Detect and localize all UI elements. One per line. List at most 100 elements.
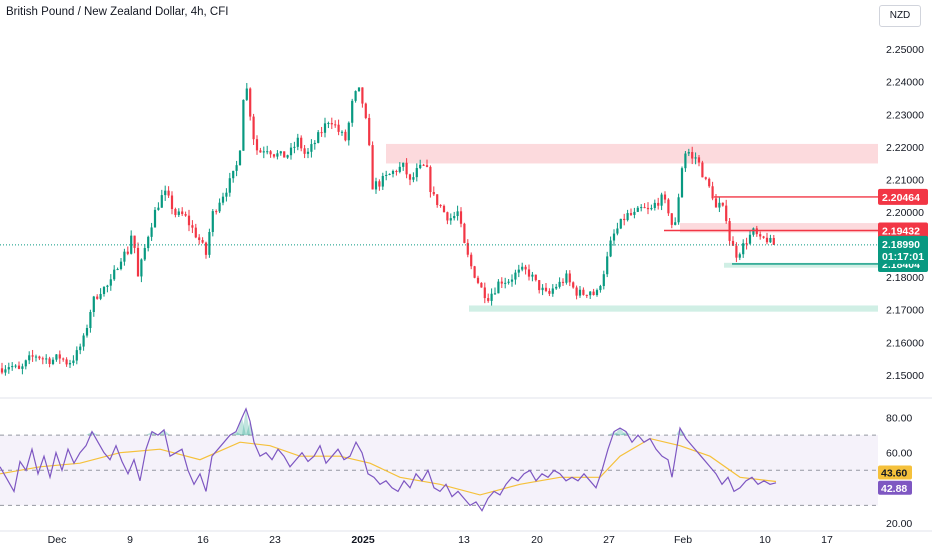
candle-up xyxy=(109,279,112,286)
candle-up xyxy=(619,218,622,229)
time-axis-tick: 9 xyxy=(127,534,133,546)
candle-up xyxy=(157,207,160,210)
candle-up xyxy=(677,197,680,223)
candle-down xyxy=(378,181,381,187)
candle-up xyxy=(602,274,605,287)
candle-down xyxy=(483,287,486,299)
candle-down xyxy=(167,190,170,196)
candle-down xyxy=(62,358,65,360)
candle-down xyxy=(259,150,262,153)
candle-up xyxy=(232,170,235,179)
candle-up xyxy=(599,286,602,291)
candle-down xyxy=(643,207,646,209)
candle-down xyxy=(395,170,398,172)
candle-down xyxy=(772,237,775,245)
candle-down xyxy=(575,287,578,296)
candle-up xyxy=(72,360,75,364)
candle-up xyxy=(684,153,687,169)
candle-down xyxy=(126,251,129,254)
price-axis-tick: 2.25000 xyxy=(886,44,924,56)
candle-down xyxy=(344,131,347,141)
last-price-tag xyxy=(878,235,928,264)
last-price-label: 2.18990 xyxy=(882,239,920,251)
time-axis-tick: 20 xyxy=(531,534,543,546)
time-axis-tick: 10 xyxy=(759,534,771,546)
price-axis-tick: 2.23000 xyxy=(886,109,924,121)
time-axis-tick: 13 xyxy=(458,534,470,546)
candle-down xyxy=(31,355,34,357)
candle-up xyxy=(102,286,106,294)
price-axis-tick: 2.24000 xyxy=(886,77,924,89)
candle-up xyxy=(289,147,293,156)
candle-up xyxy=(218,202,221,212)
candle-down xyxy=(330,123,333,125)
currency-button[interactable]: NZD xyxy=(879,5,921,27)
candle-up xyxy=(11,366,14,368)
candle-up xyxy=(45,358,48,360)
candle-up xyxy=(521,266,524,270)
rsi-overbought-fill xyxy=(236,417,246,436)
candle-down xyxy=(364,103,367,118)
candle-down xyxy=(48,358,51,365)
candle-up xyxy=(402,162,405,167)
candle-up xyxy=(92,296,95,313)
candle-up xyxy=(412,177,415,180)
candle-up xyxy=(143,248,146,260)
candle-up xyxy=(687,152,690,154)
candle-up xyxy=(507,281,510,283)
candle-down xyxy=(548,290,551,294)
support-zone xyxy=(724,262,878,268)
candle-up xyxy=(245,88,248,100)
rsi-overbought-fill xyxy=(620,431,632,436)
price-tag-label: 2.19432 xyxy=(882,225,920,237)
candle-up xyxy=(323,123,327,133)
candle-down xyxy=(337,124,340,132)
candle-up xyxy=(453,216,456,219)
candle-down xyxy=(708,178,711,187)
rsi-ma-line xyxy=(0,437,777,496)
candle-up xyxy=(228,178,231,193)
candle-down xyxy=(544,287,548,291)
time-axis-tick: 16 xyxy=(197,534,209,546)
candle-up xyxy=(456,211,459,217)
candle-down xyxy=(198,237,201,241)
candle-up xyxy=(147,236,150,249)
candle-up xyxy=(490,293,493,301)
candle-up xyxy=(555,286,558,289)
candle-up xyxy=(238,150,242,166)
candle-down xyxy=(765,237,769,243)
candle-up xyxy=(306,151,310,154)
candle-up xyxy=(606,256,609,275)
candle-down xyxy=(646,207,650,210)
candle-up xyxy=(626,213,629,221)
candle-down xyxy=(300,137,303,149)
candle-down xyxy=(527,269,531,277)
candle-down xyxy=(476,277,480,283)
candle-up xyxy=(82,335,85,347)
candle-down xyxy=(174,209,177,215)
candle-down xyxy=(194,227,197,238)
price-axis-tick: 2.15000 xyxy=(886,370,924,382)
candle-up xyxy=(310,144,313,152)
candle-up xyxy=(34,356,38,358)
candle-down xyxy=(408,174,412,180)
rsi-overbought-fill xyxy=(86,431,98,436)
time-axis-tick: 17 xyxy=(821,534,833,546)
candle-up xyxy=(235,165,238,171)
price-axis-tick: 2.22000 xyxy=(886,142,924,154)
resistance-zone xyxy=(386,143,878,164)
candle-down xyxy=(249,88,252,117)
candle-down xyxy=(303,148,306,154)
candle-up xyxy=(633,211,636,215)
candle-up xyxy=(177,211,180,215)
candle-up xyxy=(55,354,58,360)
candle-up xyxy=(340,131,344,133)
candle-up xyxy=(374,181,378,190)
candle-down xyxy=(17,365,21,369)
candle-up xyxy=(160,195,163,208)
candle-up xyxy=(130,235,133,254)
candle-up xyxy=(742,243,745,255)
candle-up xyxy=(514,272,517,280)
candle-down xyxy=(704,177,707,179)
